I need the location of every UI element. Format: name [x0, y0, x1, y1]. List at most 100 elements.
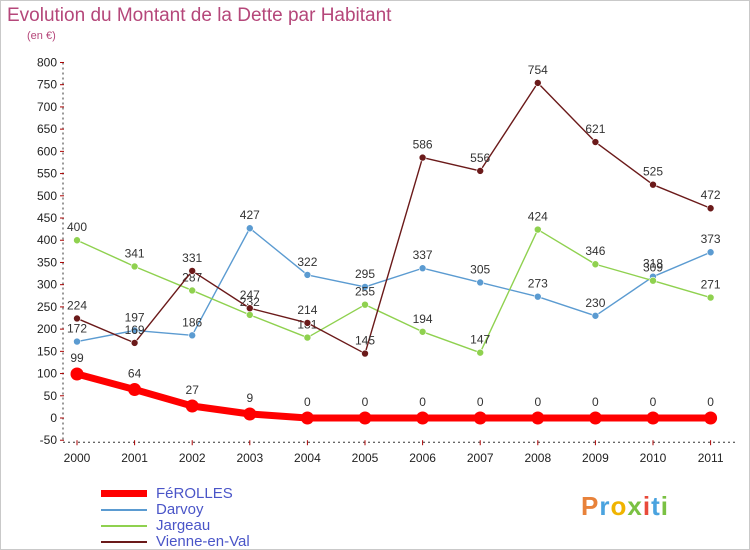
data-label: 9: [246, 391, 253, 405]
x-tick-label: 2008: [524, 451, 551, 465]
legend-label: Jargeau: [156, 517, 211, 534]
data-label: 373: [701, 232, 721, 246]
legend-swatch: [101, 490, 147, 497]
data-label: 322: [297, 255, 317, 269]
data-point: [416, 411, 430, 425]
data-point: [185, 399, 199, 413]
data-label: 99: [70, 351, 84, 365]
data-point: [706, 248, 715, 257]
data-label: 0: [304, 395, 311, 409]
chart-title: Evolution du Montant de la Dette par Hab…: [7, 5, 392, 26]
y-tick-label: -50: [40, 433, 58, 447]
y-tick-label: 700: [37, 100, 57, 114]
x-tick-label: 2001: [121, 451, 148, 465]
y-tick-label: 800: [37, 55, 57, 69]
data-point: [130, 339, 139, 347]
data-point: [246, 311, 254, 319]
data-label: 147: [470, 333, 490, 347]
data-point: [188, 331, 196, 340]
data-point: [246, 304, 254, 313]
data-label: 0: [707, 395, 714, 409]
data-point: [704, 411, 718, 425]
x-tick-label: 2011: [698, 451, 724, 465]
logo-letter: P: [581, 491, 600, 521]
data-point: [418, 327, 427, 336]
y-tick-label: 750: [37, 78, 57, 92]
data-point: [476, 167, 485, 175]
data-point: [533, 292, 542, 301]
logo-letter: r: [599, 491, 611, 521]
logo-letter: i: [660, 491, 669, 521]
x-tick-label: 2000: [64, 451, 91, 465]
data-label: 337: [413, 248, 433, 262]
y-tick-label: 0: [50, 411, 57, 425]
legend-swatch: [101, 509, 147, 511]
data-point: [649, 276, 657, 285]
data-point: [303, 333, 312, 342]
data-label: 273: [528, 277, 548, 291]
data-label: 230: [585, 296, 605, 310]
data-point: [706, 204, 715, 213]
y-tick-label: 450: [37, 211, 57, 225]
data-label: 621: [585, 122, 605, 136]
data-label: 427: [240, 208, 260, 222]
data-point: [300, 411, 314, 425]
data-point: [361, 283, 369, 291]
legend-label: Darvoy: [156, 501, 204, 518]
data-point: [128, 383, 142, 397]
legend-label: Vienne-en-Val: [156, 533, 250, 550]
data-label: 0: [650, 395, 657, 409]
data-label: 525: [643, 165, 663, 179]
logo-letter: x: [627, 491, 643, 521]
data-label: 247: [240, 288, 260, 302]
data-point: [649, 180, 657, 189]
data-point: [591, 311, 600, 320]
legend-label: FéROLLES: [156, 485, 233, 502]
y-tick-label: 200: [37, 322, 57, 336]
data-point: [73, 314, 81, 323]
data-label: 0: [477, 395, 484, 409]
data-label: 214: [297, 303, 317, 317]
series-line: [73, 370, 715, 422]
data-point: [533, 79, 542, 87]
logo-letter: i: [642, 491, 652, 521]
data-point: [533, 225, 542, 234]
x-tick-label: 2010: [640, 451, 667, 465]
data-point: [361, 349, 369, 358]
data-label: 145: [355, 334, 375, 348]
data-label: 331: [182, 251, 202, 265]
y-tick-label: 100: [37, 367, 57, 381]
x-tick-label: 2007: [467, 451, 494, 465]
data-point: [303, 271, 312, 279]
x-tick-label: 2005: [352, 451, 379, 465]
data-label: 186: [182, 315, 202, 329]
data-point: [73, 236, 81, 245]
data-point: [70, 367, 84, 381]
x-tick-label: 2002: [179, 451, 206, 465]
data-label: 197: [125, 310, 145, 324]
data-point: [73, 337, 81, 346]
x-tick-label: 2009: [582, 451, 609, 465]
data-label: 305: [470, 262, 490, 276]
data-label: 64: [128, 367, 142, 381]
data-label: 0: [362, 395, 369, 409]
data-label: 309: [643, 261, 663, 275]
data-label: 472: [701, 188, 721, 202]
data-point: [418, 153, 427, 162]
proxiti-logo: Proxiti: [581, 491, 669, 522]
data-point: [476, 348, 485, 357]
y-tick-label: 350: [37, 255, 57, 269]
logo-letter: t: [651, 491, 661, 521]
legend-swatch: [101, 541, 147, 543]
y-tick-label: 650: [37, 122, 57, 136]
data-label: 341: [125, 246, 145, 260]
data-label: 0: [592, 395, 599, 409]
x-tick-label: 2004: [294, 451, 321, 465]
data-label: 224: [67, 298, 87, 312]
data-label: 424: [528, 210, 548, 224]
data-point: [473, 411, 487, 425]
data-point: [246, 224, 254, 233]
data-point: [358, 411, 372, 425]
data-label: 169: [125, 323, 145, 337]
